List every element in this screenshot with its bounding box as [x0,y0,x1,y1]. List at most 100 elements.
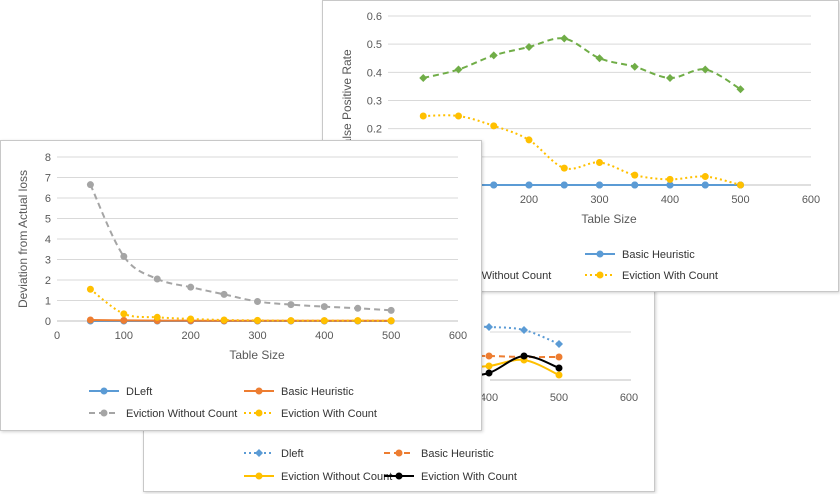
x-tick-label: 100 [115,330,133,342]
x-tick-label: 500 [731,194,749,206]
front-legend-item-2: Eviction Without Count [89,408,237,420]
x-tick-label: 200 [520,194,538,206]
plot-area [490,286,631,381]
series-eviction-without-count [86,181,395,314]
data-point [560,34,569,43]
data-point [120,316,128,324]
data-point [120,252,128,260]
data-point [631,181,639,189]
data-point [354,317,362,325]
x-tick-label: 400 [315,330,333,342]
x-tick-label: 600 [449,330,467,342]
back-legend-item-0: Dleft [244,448,304,460]
data-point [320,317,328,325]
data-point [187,283,195,291]
data-point [419,112,427,120]
legend-label: Eviction Without Count [281,471,392,483]
x-tick-label: 200 [181,330,199,342]
legend-label: Eviction With Count [421,471,517,483]
x-tick-label: 300 [590,194,608,206]
front-legend-item-3: Eviction With Count [244,408,377,420]
legend-marker [255,409,263,417]
data-point [555,364,563,372]
data-point [86,285,94,293]
y-axis-title: False Positive Rate [340,49,354,153]
series-line [458,325,560,345]
y-tick-label: 0.6 [367,11,382,23]
legend-label: Basic Heuristic [281,386,354,398]
legend-label: DLeft [126,386,152,398]
data-point [86,181,94,189]
data-point [220,290,228,298]
y-tick-label: 5 [45,214,51,226]
data-point [555,353,563,361]
data-point [489,51,498,60]
data-point [666,181,674,189]
legend-marker [255,472,263,480]
mid-legend-item-1: Basic Heuristic [585,249,695,261]
series-group [458,323,563,379]
y-tick-label: 6 [45,193,51,205]
line-chart-back: 400 500 600 Dleft Basic Heuristic Eviction W… [244,286,638,483]
data-point [666,73,674,82]
legend-marker [100,387,108,395]
series-group [86,181,395,325]
data-point [631,171,639,179]
data-point [525,136,533,144]
x-tick-label: 400 [480,392,498,404]
x-tick-label: 600 [802,194,820,206]
line-chart-deviation: 0 1 2 3 4 5 6 7 8 0 100 200 300 400 500 600 Table Size… [16,152,467,420]
data-point [287,301,295,309]
data-point [701,65,710,74]
data-point [560,164,568,172]
series-line [90,318,392,322]
series-line [89,288,392,322]
x-axis-title: Table Size [229,348,285,362]
chart-card-deviation: 0 1 2 3 4 5 6 7 8 0 100 200 300 400 500 600 Table Size… [0,140,482,431]
legend-marker [395,449,403,457]
x-tick-labels: 0 100 200 300 400 500 600 [54,330,467,342]
legend-label: Eviction With Count [281,408,377,420]
y-tick-label: 2 [45,275,51,287]
data-point [485,369,493,377]
data-point [490,181,498,189]
series-line [423,37,742,91]
data-point [387,317,395,325]
y-tick-label: 0.4 [367,67,382,79]
data-point [455,112,462,120]
legend-label: Basic Heuristic [421,448,494,460]
back-legend-item-3: Eviction With Count [384,471,517,483]
data-point [320,303,328,311]
legend-marker [395,472,403,480]
data-point [254,298,261,306]
y-tick-label: 8 [45,152,51,164]
legend-marker [100,409,108,417]
data-point [555,340,563,348]
series-eviction-with-count [86,285,395,325]
legend-label: Eviction Without Count [126,408,237,420]
data-point [220,316,228,324]
data-point [525,181,533,189]
data-point [595,54,604,63]
legend-label: Eviction With Count [622,270,718,282]
legend-label: Dleft [281,448,304,460]
data-point [254,316,261,324]
x-axis-title: Table Size [581,212,637,226]
y-tick-labels: 0 1 2 3 4 5 6 7 8 [45,152,51,328]
data-point [560,181,568,189]
y-tick-label: 3 [45,255,51,267]
y-tick-label: 7 [45,173,51,185]
y-axis-title: Deviation from Actual loss [16,170,30,308]
data-point [666,175,674,183]
data-point [525,42,533,51]
data-point [354,304,362,312]
series-line [89,184,392,312]
data-point [701,181,709,189]
legend: DLeft Basic Heuristic Eviction Without Cou… [89,386,377,420]
data-point [701,173,709,181]
series-eviction-without-count [419,34,745,94]
x-tick-label: 300 [248,330,266,342]
data-point [485,323,493,331]
data-point [287,317,295,325]
x-tick-label: 500 [382,330,400,342]
